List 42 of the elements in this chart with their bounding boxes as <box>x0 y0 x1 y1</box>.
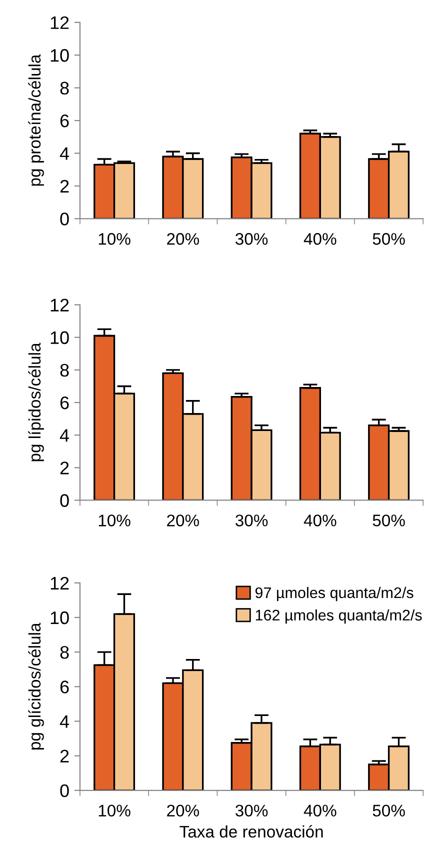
y-tick-label: 12 <box>50 298 69 312</box>
y-tick-label: 0 <box>60 784 69 798</box>
y-axis-title: pg lípidos/célula <box>28 342 44 462</box>
y-tick-label: 6 <box>60 114 69 128</box>
x-tick-label: 30% <box>236 233 268 245</box>
x-tick-label: 20% <box>167 233 200 245</box>
y-axis-title: pg proteína/célula <box>28 54 44 186</box>
y-tick-label: 12 <box>50 16 69 29</box>
y-tick-label: 0 <box>60 212 69 226</box>
y-tick-label: 10 <box>50 331 69 344</box>
x-tick-label: 50% <box>372 804 405 817</box>
y-tick-label: 8 <box>60 82 69 95</box>
x-tick-label: 40% <box>304 804 336 817</box>
y-tick-label: 2 <box>60 180 69 193</box>
y-tick-label: 8 <box>60 364 69 377</box>
y-tick-label: 12 <box>50 576 69 590</box>
x-tick-label: 50% <box>372 514 405 526</box>
x-tick-label: 10% <box>98 233 130 245</box>
x-tick-label: 50% <box>372 233 405 245</box>
x-tick-label: 20% <box>167 804 200 817</box>
y-tick-label: 0 <box>60 494 69 507</box>
x-tick-label: 10% <box>98 514 130 526</box>
x-axis-title: Taxa de renovación <box>180 825 323 838</box>
x-tick-label: 20% <box>167 514 200 526</box>
y-tick-label: 4 <box>60 715 70 728</box>
y-tick-label: 8 <box>60 646 69 659</box>
y-tick-label: 4 <box>60 429 70 442</box>
y-tick-label: 2 <box>60 462 69 474</box>
x-tick-label: 30% <box>236 804 268 817</box>
y-tick-label: 6 <box>60 680 69 694</box>
y-tick-label: 6 <box>60 396 69 410</box>
y-tick-label: 10 <box>50 49 69 62</box>
y-tick-label: 10 <box>50 611 69 624</box>
y-axis-title: pg glícidos/célula <box>28 622 44 750</box>
y-tick-label: 2 <box>60 750 69 762</box>
legend-label: 97 µmoles quanta/m2/s <box>255 586 414 602</box>
x-tick-label: 40% <box>304 514 336 526</box>
y-tick-label: 4 <box>60 147 70 160</box>
x-tick-label: 30% <box>236 514 268 526</box>
legend-label: 162 µmoles quanta/m2/s <box>256 609 422 624</box>
x-tick-label: 40% <box>304 233 336 245</box>
x-tick-label: 10% <box>98 804 130 817</box>
